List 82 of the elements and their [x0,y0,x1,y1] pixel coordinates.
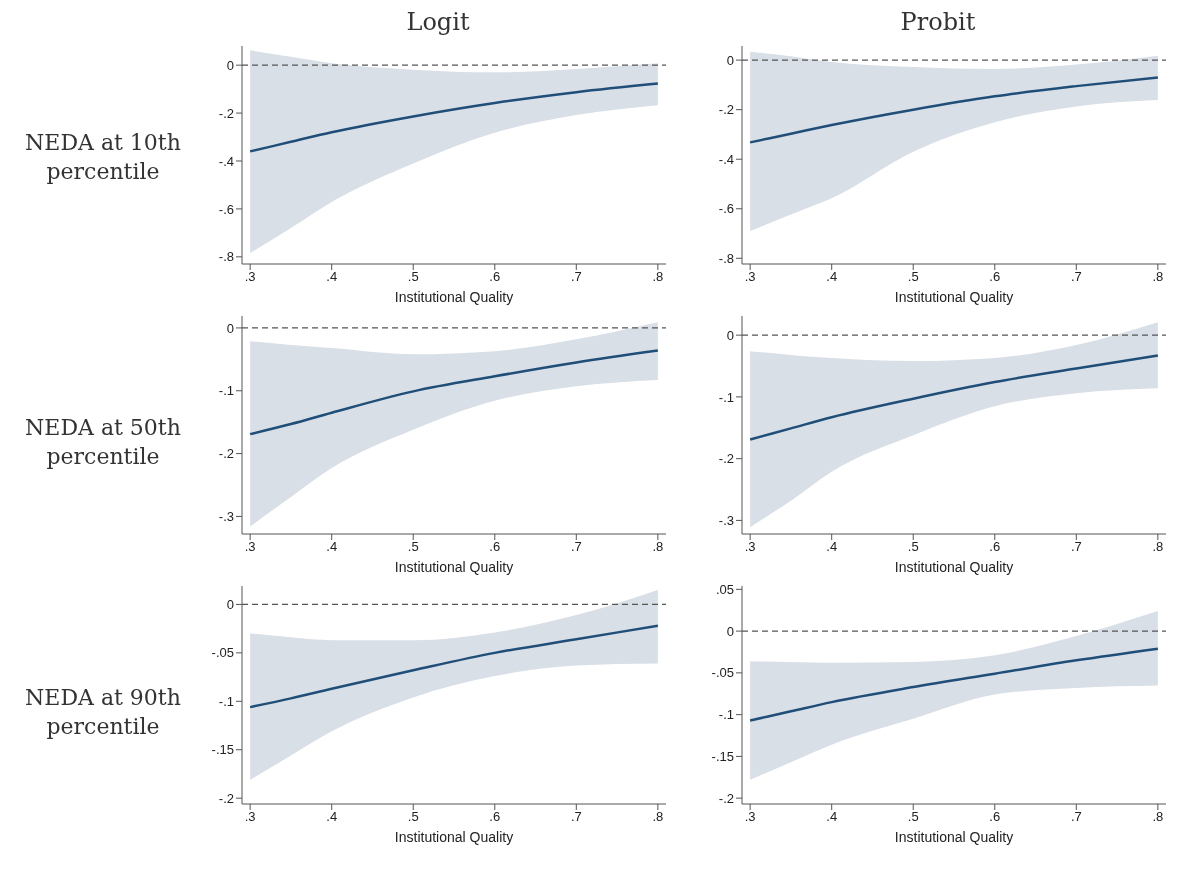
y-tick-label: .05 [715,581,734,597]
x-axis-title: Institutional Quality [894,829,1014,845]
y-tick-label: 0 [226,597,234,613]
x-tick-label: .7 [570,539,582,555]
y-axis-title: NEDA at 10th percentile [24,129,182,186]
x-tick-label: .8 [1152,539,1164,555]
y-tick-label: -.2 [718,790,734,806]
x-tick-label: .6 [989,269,1001,285]
y-tick-label: -.05 [711,665,734,681]
line-series [248,624,660,709]
x-axis-title: Institutional Quality [894,559,1014,575]
x-axis-title: Institutional Quality [894,289,1014,305]
x-tick-label: .7 [570,269,582,285]
x-tick-label: .6 [989,809,1001,825]
line-series [248,349,660,436]
x-tick-label: .6 [989,539,1001,555]
y-tick-label: -.15 [711,749,734,765]
x-tick-label: .8 [1152,809,1164,825]
y-tick-label: -.2 [718,102,734,118]
x-axis-title: Institutional Quality [394,559,514,575]
line-series [748,647,1160,722]
x-axis-title: Institutional Quality [394,829,514,845]
y-tick-label: -.2 [218,105,234,121]
x-tick-label: .3 [244,539,256,555]
x-tick-label: .5 [907,539,919,555]
x-tick-label: .6 [489,539,501,555]
y-tick-label: -.3 [718,513,734,529]
x-tick-label: .6 [489,809,501,825]
x-tick-label: .4 [326,539,338,555]
x-tick-label: .7 [1070,269,1082,285]
x-tick-label: .7 [570,809,582,825]
y-tick-label: -.2 [218,790,234,806]
chart-title: Probit [900,8,976,38]
x-tick-label: .8 [652,809,664,825]
line-series [748,76,1160,144]
x-tick-label: .6 [489,269,501,285]
y-tick-label: -.1 [218,383,234,399]
y-tick-label: -.05 [211,645,234,661]
x-tick-label: .5 [907,809,919,825]
y-tick-label: -.1 [218,693,234,709]
x-tick-label: .5 [407,809,419,825]
x-tick-label: .5 [407,539,419,555]
y-tick-label: -.3 [218,509,234,525]
y-axis-title: NEDA at 50th percentile [24,414,182,471]
y-tick-label: -.2 [218,446,234,462]
x-tick-label: .3 [244,809,256,825]
y-tick-label: -.8 [718,250,734,266]
y-axis-title: NEDA at 90th percentile [24,684,182,741]
y-tick-label: -.1 [718,707,734,723]
x-tick-label: .3 [744,269,756,285]
line-series [248,82,660,153]
x-tick-label: .8 [1152,269,1164,285]
x-tick-label: .4 [826,539,838,555]
x-tick-label: .8 [652,269,664,285]
x-tick-label: .4 [326,809,338,825]
x-tick-label: .4 [826,809,838,825]
x-tick-label: .4 [826,269,838,285]
x-tick-label: .3 [744,809,756,825]
y-tick-label: 0 [726,327,734,343]
y-tick-label: -.4 [218,153,234,169]
y-tick-label: 0 [226,57,234,73]
y-tick-label: -.6 [718,201,734,217]
x-tick-label: .5 [407,269,419,285]
line-series [748,354,1160,441]
x-tick-label: .7 [1070,539,1082,555]
y-tick-label: -.1 [718,389,734,405]
chart-title: Logit [406,8,470,38]
y-tick-label: -.4 [718,151,734,167]
y-tick-label: -.8 [218,249,234,265]
y-tick-label: 0 [726,623,734,639]
x-tick-label: .8 [652,539,664,555]
x-tick-label: .3 [244,269,256,285]
x-axis-title: Institutional Quality [394,289,514,305]
x-tick-label: .7 [1070,809,1082,825]
x-tick-label: .5 [907,269,919,285]
y-tick-label: -.6 [218,201,234,217]
y-tick-label: -.15 [211,742,234,758]
x-tick-label: .3 [744,539,756,555]
y-tick-label: -.2 [718,451,734,467]
y-tick-label: 0 [726,52,734,68]
x-tick-label: .4 [326,269,338,285]
y-tick-label: 0 [226,320,234,336]
